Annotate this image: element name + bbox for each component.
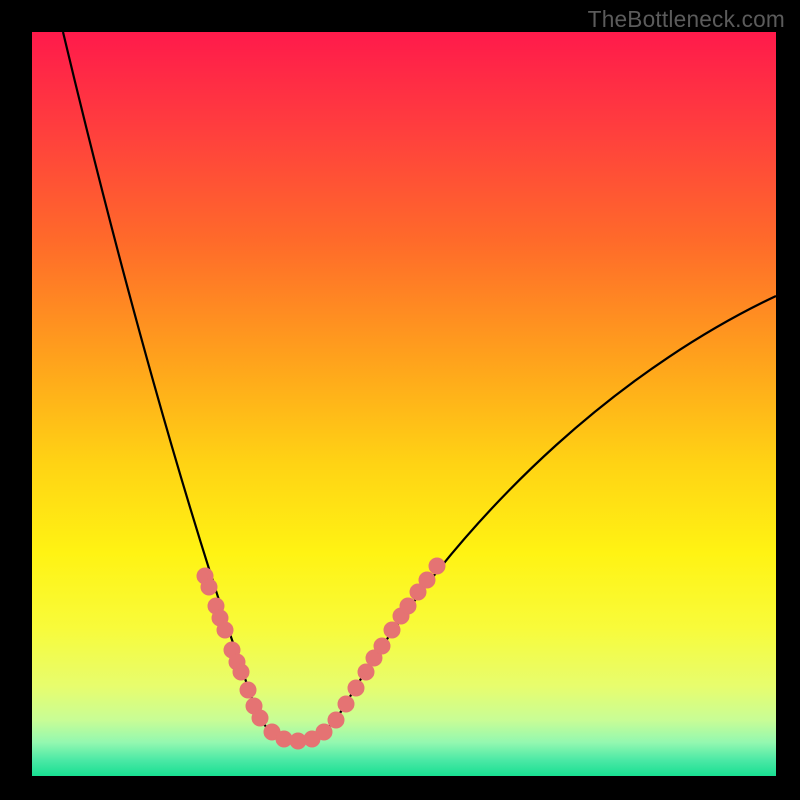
marker-dot xyxy=(290,733,306,749)
watermark-text: TheBottleneck.com xyxy=(588,6,785,33)
marker-dot xyxy=(328,712,344,728)
frame-bottom xyxy=(0,776,800,800)
marker-dot xyxy=(276,731,292,747)
marker-dot xyxy=(419,572,435,588)
marker-dot xyxy=(400,598,416,614)
marker-dot xyxy=(384,622,400,638)
marker-dot xyxy=(316,724,332,740)
marker-dot xyxy=(348,680,364,696)
marker-dot xyxy=(252,710,268,726)
marker-dot xyxy=(338,696,354,712)
frame-right xyxy=(776,0,800,800)
plot-area xyxy=(32,32,776,776)
marker-dot xyxy=(358,664,374,680)
marker-dot xyxy=(233,664,249,680)
marker-dot xyxy=(217,622,233,638)
plot-svg xyxy=(32,32,776,776)
frame-left xyxy=(0,0,32,800)
gradient-background xyxy=(32,32,776,776)
marker-dot xyxy=(240,682,256,698)
marker-dot xyxy=(374,638,390,654)
marker-dot xyxy=(429,558,445,574)
chart-stage: TheBottleneck.com xyxy=(0,0,800,800)
marker-dot xyxy=(201,579,217,595)
